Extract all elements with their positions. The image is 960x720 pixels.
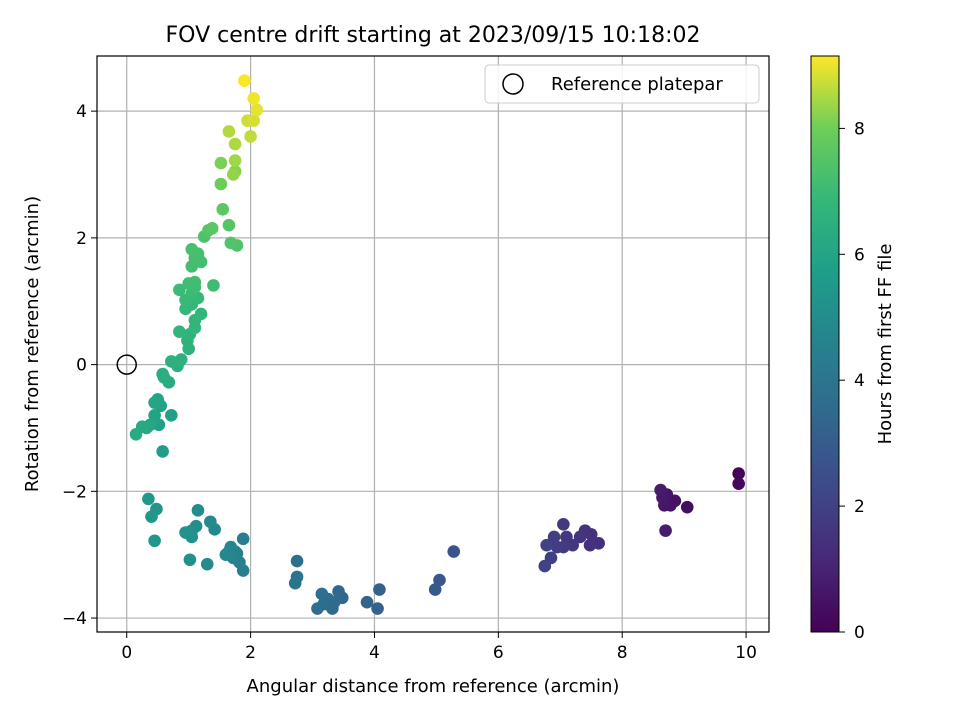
data-point [238, 74, 251, 88]
data-point [222, 218, 236, 232]
legend-box [484, 64, 760, 104]
data-point [247, 92, 260, 105]
colorbar-ticks: 0 2 4 6 8 [839, 119, 865, 643]
data-point [148, 534, 161, 548]
data-point [145, 510, 158, 523]
data-point [183, 553, 197, 567]
colorbar-label: Hours from first FF file [875, 244, 896, 445]
data-point [148, 408, 161, 422]
data-point [550, 540, 564, 554]
data-point [226, 168, 240, 181]
data-point [538, 559, 552, 573]
data-point [207, 279, 220, 292]
data-point [447, 545, 461, 558]
data-points [129, 74, 745, 615]
data-point [152, 418, 166, 432]
data-point [228, 154, 242, 167]
data-point [156, 367, 169, 381]
data-point [194, 307, 208, 321]
data-point [659, 524, 672, 537]
data-point [173, 283, 186, 297]
colorbar-tick-label: 6 [854, 245, 865, 265]
data-point [219, 548, 233, 561]
data-point [222, 125, 236, 138]
legend-reference-marker [502, 73, 524, 95]
data-point [200, 557, 214, 571]
data-point [224, 236, 238, 250]
reference-platepar-marker [116, 354, 137, 375]
data-point [732, 467, 745, 480]
data-point [288, 576, 302, 590]
y-tick-label: −4 [62, 609, 87, 629]
x-tick-label: 2 [245, 643, 256, 663]
x-tick-label: 4 [369, 643, 380, 663]
data-point [557, 517, 570, 531]
x-tick-label: 8 [617, 643, 628, 663]
data-point [228, 137, 242, 151]
data-point [244, 130, 257, 143]
data-point [732, 477, 745, 491]
data-point [583, 538, 597, 552]
data-point [540, 538, 553, 552]
data-point [311, 602, 324, 615]
colorbar-tick-label: 4 [854, 371, 865, 391]
data-point [290, 554, 304, 568]
data-point [428, 583, 442, 596]
y-tick-label: −2 [62, 482, 87, 502]
y-axis-ticks: −4 −2 0 2 4 [62, 102, 97, 629]
data-point [129, 427, 143, 441]
y-tick-label: 4 [76, 102, 87, 122]
data-point [433, 573, 446, 587]
data-point [332, 585, 345, 598]
legend: Reference platepar [484, 64, 760, 104]
data-point [216, 203, 230, 216]
data-point [142, 492, 155, 506]
y-tick-label: 0 [76, 356, 87, 376]
data-point [173, 325, 186, 338]
plot-area-frame [96, 55, 770, 633]
data-point [236, 532, 250, 546]
data-point [214, 177, 228, 191]
data-point [148, 396, 161, 409]
data-point [188, 275, 202, 289]
data-point [165, 355, 178, 368]
data-point [179, 526, 192, 539]
chart-title: FOV centre drift starting at 2023/09/15 … [166, 23, 701, 48]
data-point [214, 156, 228, 170]
data-point [573, 530, 587, 544]
x-axis-ticks: 0 2 4 6 8 10 [121, 632, 757, 663]
data-point [315, 587, 329, 601]
data-point [373, 583, 386, 596]
data-point [185, 242, 199, 256]
data-point [560, 530, 573, 544]
data-point [247, 114, 260, 127]
y-tick-label: 2 [76, 229, 87, 249]
data-point [250, 103, 264, 117]
data-point [165, 408, 178, 422]
x-tick-label: 10 [735, 643, 757, 663]
data-point [156, 445, 169, 458]
data-point [205, 222, 219, 235]
legend-label: Reference platepar [551, 74, 723, 95]
y-axis-label: Rotation from reference (arcmin) [22, 196, 43, 492]
data-point [191, 504, 205, 517]
data-point [547, 530, 561, 544]
colorbar [810, 55, 840, 633]
colorbar-tick-label: 2 [854, 497, 865, 517]
colorbar-tick-label: 0 [854, 623, 865, 643]
colorbar-tick-label: 8 [854, 119, 865, 139]
data-point [654, 483, 667, 497]
data-point [371, 602, 384, 615]
x-axis-label: Angular distance from reference (arcmin) [247, 676, 620, 697]
x-tick-label: 0 [121, 643, 132, 663]
data-point [174, 353, 188, 366]
data-point [360, 595, 374, 609]
reference-marker [116, 354, 137, 375]
data-point [680, 500, 694, 514]
grid-lines [97, 56, 769, 632]
data-point [204, 515, 217, 529]
x-tick-label: 6 [493, 643, 504, 663]
